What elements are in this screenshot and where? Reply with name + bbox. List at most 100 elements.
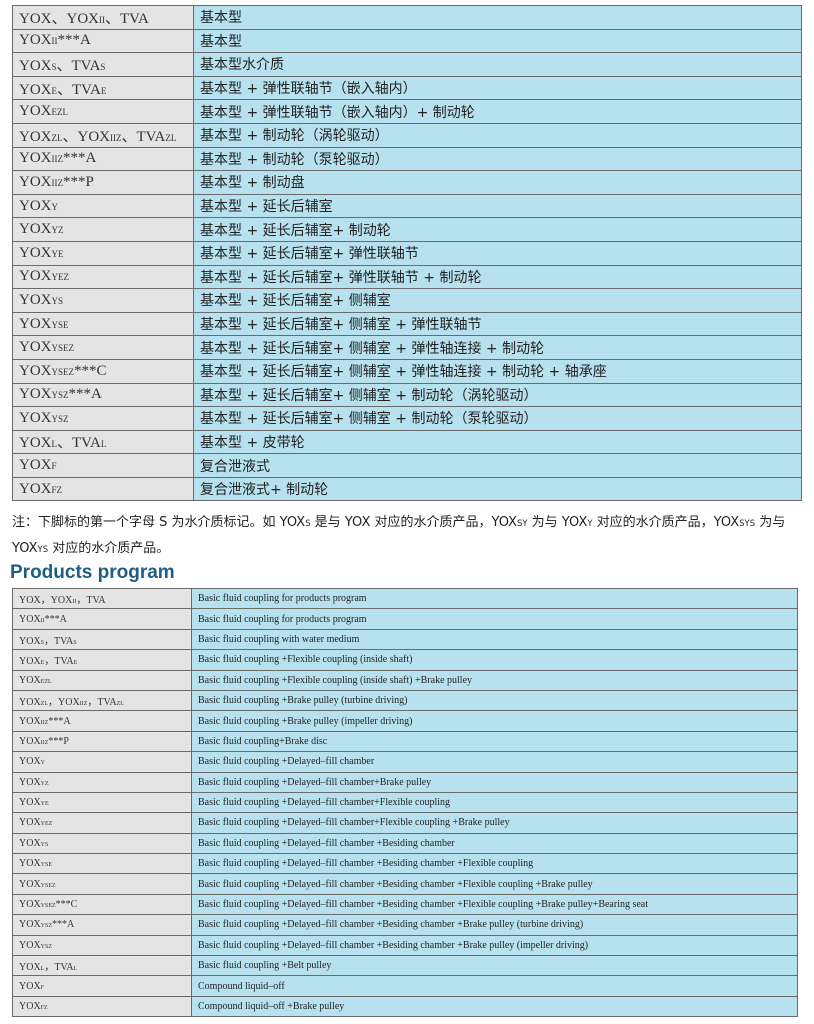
model-code: YOXYEZ [12, 264, 194, 290]
model-code: YOXYSZ***A [12, 914, 192, 936]
model-description: 基本型 + 延长后辅室 [193, 193, 802, 219]
model-code: YOXYSE [12, 311, 194, 337]
subscript: YSZ [51, 413, 69, 424]
subscript: YSE [40, 862, 53, 869]
subscript: FZ [40, 1005, 48, 1011]
table-row: YOX、YOXII、TVA 基本型 [12, 5, 802, 30]
subscript: E [51, 85, 58, 96]
table-row: YOXYSZ***A 基本型 + 延长后辅室+ 侧辅室 + 制动轮（涡轮驱动） [12, 382, 802, 408]
subscript: YS [51, 295, 64, 306]
table-row: YOXYSEZ Basic fluid coupling +Delayed–fil… [12, 873, 798, 895]
text-part: YOX [19, 715, 41, 727]
text-part: YOX [19, 197, 52, 214]
text-part: YOX [19, 878, 41, 890]
text-part: 、TVA [121, 128, 166, 145]
text-part: YOX [19, 480, 52, 497]
model-description: 基本型 + 延长后辅室+ 侧辅室 [193, 288, 802, 313]
model-description: Basic fluid coupling for products progra… [191, 608, 798, 630]
table-row: YOXIIZ***A Basic fluid coupling +Brake pu… [12, 710, 798, 732]
subscript: FZ [51, 484, 63, 495]
model-description: 基本型 + 制动轮（涡轮驱动） [193, 122, 802, 148]
text-part: YOX [19, 919, 41, 931]
subscript: F [40, 984, 45, 991]
model-code: YOXYSEZ***C [12, 358, 194, 384]
model-code: YOXY [12, 751, 192, 773]
subscript: YSEZ [40, 903, 56, 910]
subscript: YSE [51, 319, 69, 330]
text-part: ***C [55, 899, 78, 911]
text-part: ，TVA [44, 962, 74, 974]
model-description: 基本型 + 延长后辅室+ 侧辅室 + 弹性轴连接 + 制动轮 + 轴承座 [193, 358, 802, 384]
text-part: ***A [44, 613, 67, 625]
subscript: YE [51, 248, 64, 259]
text-part: 注：下脚标的第一个字母 S 为水介质标记。如 YOX [12, 515, 306, 530]
model-description: Basic fluid coupling +Brake pulley (turb… [191, 689, 798, 712]
subscript: E [100, 85, 107, 96]
text-part: 、TVA [57, 435, 101, 452]
text-part: YOX [19, 386, 52, 403]
model-code: YOXYSZ***A [12, 382, 194, 408]
text-part: YOX [19, 674, 41, 686]
text-part: ***P [63, 173, 94, 190]
table-row: YOXEZL 基本型 + 弹性联轴节（嵌入轴内）+ 制动轮 [12, 99, 802, 124]
model-code: YOXIIZ***P [12, 730, 192, 753]
text-part: ，TVA [87, 697, 117, 709]
text-part: YOX、YOX [19, 10, 99, 27]
table-row: YOXYS Basic fluid coupling +Delayed–fill … [12, 832, 798, 855]
table-row: YOXYEZ 基本型 + 延长后辅室+ 弹性联轴节 + 制动轮 [12, 264, 802, 290]
subscript: IIZ [79, 701, 88, 708]
model-description: 基本型 + 延长后辅室+ 制动轮 [193, 217, 802, 242]
table-row: YOXYZ 基本型 + 延长后辅室+ 制动轮 [12, 217, 802, 242]
subscript: Y [40, 760, 46, 767]
subscript: YSEZ [51, 366, 75, 377]
model-description: 基本型 + 弹性联轴节（嵌入轴内） [193, 75, 802, 101]
text-part: YOX [19, 635, 41, 647]
model-code: YOXF [12, 975, 192, 997]
model-code: YOXII***A [12, 608, 192, 630]
model-description: Basic fluid coupling +Belt pulley [191, 955, 798, 977]
model-code: YOXF [12, 453, 194, 478]
subscript: ZL [116, 701, 124, 708]
text-part: YOX [19, 613, 41, 625]
text-part: YOX [19, 435, 52, 452]
subscript: Y [587, 518, 593, 528]
table-row: YOXYSEZ 基本型 + 延长后辅室+ 侧辅室 + 弹性轴连接 + 制动轮 [12, 335, 802, 360]
subscript: E [73, 660, 78, 667]
table-row: YOXE、TVAE 基本型 + 弹性联轴节（嵌入轴内） [12, 75, 802, 101]
model-description: Basic fluid coupling +Flexible coupling … [191, 649, 798, 671]
table-row: YOXL、TVAL 基本型 + 皮带轮 [12, 429, 802, 455]
subscript: YZ [40, 780, 49, 787]
subscript: SYS [739, 518, 756, 528]
subscript: IIZ [51, 154, 64, 165]
model-code: YOXFZ [12, 995, 192, 1018]
text-part: 是与 YOX 对应的水介质产品，YOX [310, 515, 518, 530]
model-code: YOXE、TVAE [12, 75, 194, 101]
model-table-english: YOX，YOXII，TVA Basic fluid coupling for pr… [12, 587, 798, 1018]
text-part: YOX [19, 980, 41, 992]
subscript: S [73, 639, 77, 646]
model-description: Basic fluid coupling +Delayed–fill chamb… [191, 914, 798, 936]
table-row: YOXIIZ***A 基本型 + 制动轮（泵轮驱动） [12, 146, 802, 172]
table-row: YOXYSZ***A Basic fluid coupling +Delayed–… [12, 914, 798, 936]
subscript: II [51, 36, 58, 47]
text-part: YOX [19, 32, 52, 49]
text-part: YOX [19, 939, 41, 951]
subscript: YSEZ [40, 882, 56, 889]
table-row: YOXZL，YOXIIZ，TVAZL Basic fluid coupling +… [12, 689, 798, 712]
text-part: 为与 YOX [12, 515, 786, 556]
subscript: YEZ [40, 821, 53, 828]
table-row: YOXYSEZ***C 基本型 + 延长后辅室+ 侧辅室 + 弹性轴连接 + 制动… [12, 358, 802, 384]
model-code: YOXZL，YOXIIZ，TVAZL [12, 689, 192, 712]
text-part: YOX [19, 103, 52, 120]
model-code: YOXIIZ***P [12, 170, 194, 195]
subscript: EZL [40, 678, 52, 685]
text-part: ***A [52, 919, 75, 931]
text-part: ，TVA [44, 635, 74, 647]
model-code: YOXYSE [12, 853, 192, 875]
model-description: 基本型 [193, 5, 802, 30]
model-description: 基本型水介质 [193, 52, 802, 77]
table-row: YOXYE Basic fluid coupling +Delayed–fill … [12, 791, 798, 814]
subscript: L [73, 966, 78, 973]
table-row: YOXFZ Compound liquid–off +Brake pulley [12, 995, 798, 1018]
text-part: 、YOX [62, 128, 111, 145]
